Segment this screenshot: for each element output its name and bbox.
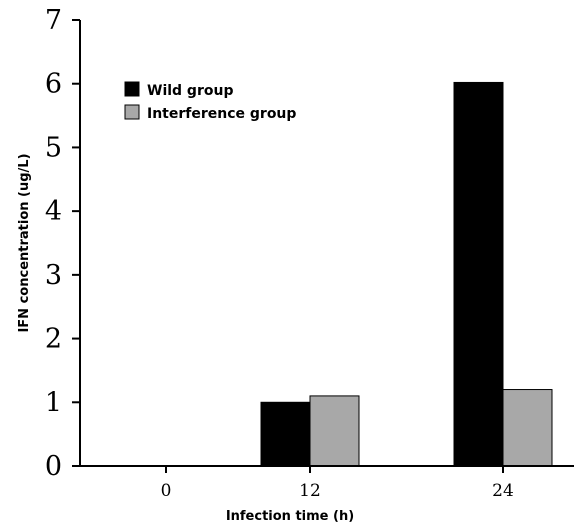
legend-label: Wild group	[147, 83, 233, 99]
bar-wild-12h	[260, 401, 311, 467]
legend-label: Interference group	[147, 106, 296, 122]
y-tick-label: 3	[45, 260, 62, 291]
bar-interference-24h	[502, 389, 553, 467]
bars-layer	[260, 81, 553, 467]
x-axis-title: Infection time (h)	[226, 509, 354, 524]
bar-interference-12h	[309, 395, 360, 467]
x-tick-label: 12	[299, 481, 321, 501]
y-tick-label: 6	[45, 69, 62, 100]
y-tick-label: 7	[45, 5, 62, 36]
y-tick-label: 1	[45, 387, 62, 418]
x-ticks: 0 12 24	[161, 466, 514, 501]
x-tick-label: 0	[161, 481, 172, 501]
legend: Wild group Interference group	[124, 81, 296, 122]
y-tick-label: 4	[45, 196, 62, 227]
y-tick-label: 2	[45, 324, 62, 355]
bar-wild-24h	[453, 81, 504, 467]
y-ticks: 0 1 2 3 4 5 6 7	[45, 5, 80, 482]
y-tick-label: 0	[45, 451, 62, 482]
x-tick-label: 24	[492, 481, 514, 501]
legend-swatch	[124, 81, 140, 97]
y-tick-label: 5	[45, 132, 62, 163]
legend-swatch	[124, 104, 140, 120]
y-axis-title: IFN concentration (ug/L)	[17, 153, 32, 332]
